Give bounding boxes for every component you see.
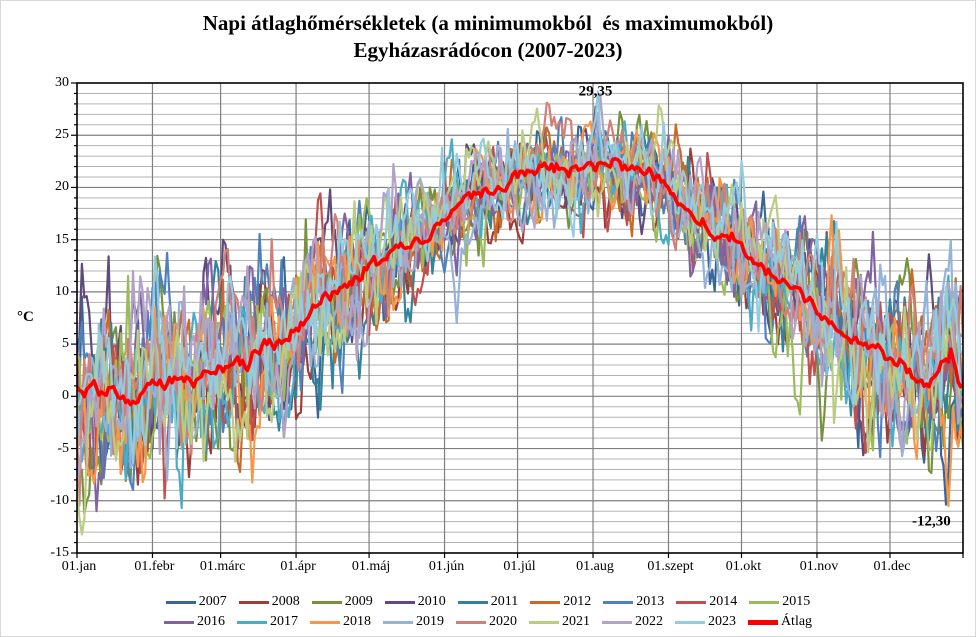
legend-item-2014: 2014 <box>676 594 737 610</box>
y-tick-label-0: 0 <box>62 388 69 404</box>
legend-item-2022: 2022 <box>601 614 663 630</box>
legend-item-2020: 2020 <box>455 614 517 630</box>
legend-label-2020: 2020 <box>488 614 517 629</box>
legend-label-2016: 2016 <box>196 614 225 629</box>
legend-label-Átlag: Átlag <box>780 614 813 629</box>
chart-title-line1: Napi átlaghőmérsékletek (a minimumokból … <box>202 11 774 35</box>
y-tick-label--15: -15 <box>50 545 69 560</box>
legend-item-Átlag: Átlag <box>747 614 813 630</box>
legend-swatch-2023 <box>674 620 705 624</box>
y-tick-label-5: 5 <box>62 336 69 352</box>
legend-item-2008: 2008 <box>238 594 300 610</box>
legend-swatch-2017 <box>236 620 267 624</box>
chart-title: Napi átlaghőmérsékletek (a minimumokból … <box>1 10 975 64</box>
legend-row-2: 2016 2017 2018 2019 2020 2021 2022 2023 Átlag <box>158 614 818 630</box>
legend-swatch-2010 <box>384 600 415 604</box>
x-tick-label-11: 01.nov <box>799 559 839 574</box>
legend-item-2015: 2015 <box>749 594 810 610</box>
legend-item-2023: 2023 <box>674 614 736 630</box>
chart-title-line2: Egyházasrádócon (2007-2023) <box>353 38 623 62</box>
legend-swatch-2016 <box>163 620 194 624</box>
legend-swatch-2018 <box>309 620 340 624</box>
legend-item-2018: 2018 <box>309 614 371 630</box>
x-tick-label-12: 01.dec <box>873 559 911 574</box>
max-value-annotation: 29,35 <box>578 83 613 100</box>
min-value-annotation: -12,30 <box>911 513 951 530</box>
legend-label-2012: 2012 <box>563 594 592 609</box>
legend-label-2023: 2023 <box>707 614 736 629</box>
legend-label-2008: 2008 <box>271 594 300 609</box>
legend-item-2011: 2011 <box>457 594 519 610</box>
legend-swatch-2014 <box>676 600 707 604</box>
legend-swatch-2022 <box>601 620 632 624</box>
x-tick-label-9: 01.szept <box>647 559 694 574</box>
legend-label-2010: 2010 <box>417 594 446 609</box>
legend-swatch-2013 <box>603 600 634 604</box>
legend-swatch-2009 <box>311 600 342 604</box>
legend-label-2009: 2009 <box>344 594 373 609</box>
legend-swatch-2020 <box>455 620 486 624</box>
x-tick-label-5: 01.máj <box>351 559 391 574</box>
legend-swatch-2015 <box>749 600 780 604</box>
legend-label-2019: 2019 <box>415 614 444 629</box>
y-tick-label--5: -5 <box>57 440 69 456</box>
legend-label-2011: 2011 <box>490 594 519 609</box>
legend-label-2014: 2014 <box>709 594 738 609</box>
legend-item-2019: 2019 <box>382 614 444 630</box>
legend-label-2017: 2017 <box>269 614 298 629</box>
legend-item-2007: 2007 <box>165 594 227 610</box>
x-tick-label-8: 01.aug <box>576 559 614 574</box>
legend-label-2007: 2007 <box>198 594 227 609</box>
legend-item-2010: 2010 <box>384 594 446 610</box>
y-tick-label-30: 30 <box>55 75 69 90</box>
y-axis-title: °C <box>17 309 34 325</box>
legend-label-2015: 2015 <box>782 594 811 609</box>
x-tick-label-1: 01.jan <box>61 559 97 574</box>
legend-item-2009: 2009 <box>311 594 373 610</box>
chart-legend: 2007 2008 2009 2010 2011 2012 2013 2014 2015 201… <box>1 594 975 630</box>
legend-item-2012: 2012 <box>530 594 591 610</box>
y-tick-label--10: -10 <box>50 492 69 508</box>
y-tick-label-15: 15 <box>55 231 69 247</box>
y-tick-label-25: 25 <box>55 127 69 143</box>
x-tick-label-3: 01.márc <box>199 559 246 574</box>
legend-swatch-2019 <box>382 620 413 624</box>
legend-item-2013: 2013 <box>603 594 664 610</box>
legend-label-2021: 2021 <box>561 614 590 629</box>
x-tick-label-10: 01.okt <box>725 559 762 574</box>
legend-row-1: 2007 2008 2009 2010 2011 2012 2013 2014 2015 <box>160 594 816 610</box>
x-tick-label-6: 01.jún <box>428 559 465 574</box>
y-tick-label-10: 10 <box>55 283 69 299</box>
legend-swatch-2012 <box>530 600 561 604</box>
legend-label-2018: 2018 <box>342 614 371 629</box>
y-tick-label-20: 20 <box>55 179 69 195</box>
legend-swatch-Átlag <box>747 619 778 625</box>
legend-label-2022: 2022 <box>634 614 663 629</box>
x-tick-label-7: 01.júl <box>503 559 536 574</box>
x-tick-label-2: 01.febr <box>134 559 175 574</box>
legend-swatch-2008 <box>238 600 269 604</box>
legend-swatch-2011 <box>457 600 488 604</box>
legend-item-2017: 2017 <box>236 614 298 630</box>
legend-label-2013: 2013 <box>636 594 665 609</box>
legend-swatch-2007 <box>165 600 196 604</box>
x-tick-label-4: 01.ápr <box>280 559 316 574</box>
legend-item-2021: 2021 <box>528 614 590 630</box>
legend-swatch-2021 <box>528 620 559 624</box>
legend-item-2016: 2016 <box>163 614 225 630</box>
